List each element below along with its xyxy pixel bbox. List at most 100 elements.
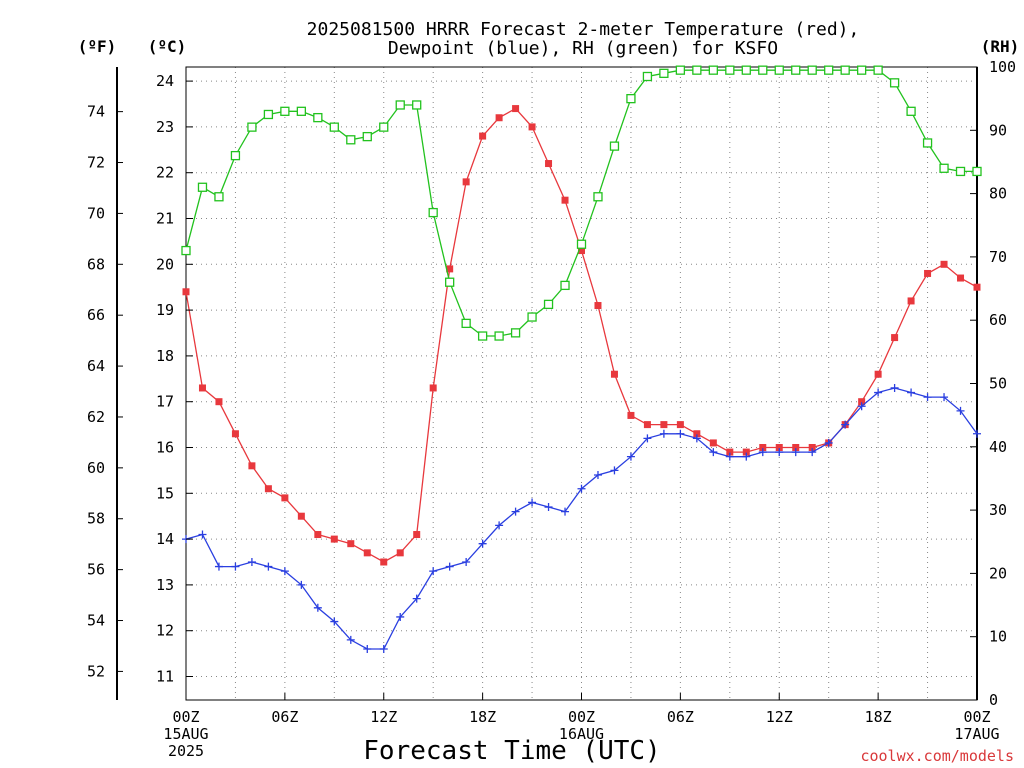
- dewpoint-point: [857, 402, 866, 411]
- dewpoint-point: [363, 645, 372, 654]
- temperature-point: [479, 132, 487, 140]
- plot-frame: [185, 66, 978, 701]
- dewpoint-point: [676, 429, 685, 438]
- rh-tick-label: 80: [989, 185, 1007, 203]
- dewpoint-point: [214, 562, 223, 571]
- rh-point: [477, 331, 488, 341]
- rh-point: [560, 280, 570, 291]
- fahrenheit-tick-label: 70: [87, 204, 105, 222]
- temperature-point: [693, 430, 701, 438]
- temperature-point: [742, 448, 750, 456]
- fahrenheit-tick-label: 54: [87, 612, 105, 630]
- rh-point: [774, 65, 784, 75]
- temperature-point: [726, 448, 734, 456]
- temperature-point: [759, 444, 767, 451]
- dewpoint-point: [973, 429, 981, 438]
- rh-axis-label: (RH): [981, 37, 1020, 56]
- temperature-point: [462, 178, 470, 186]
- rh-point: [692, 65, 702, 75]
- x-axis-title: Forecast Time (UTC): [363, 736, 660, 766]
- rh-point: [445, 277, 455, 287]
- x-tick-label: 00Z: [172, 708, 199, 726]
- rh-point: [329, 122, 339, 132]
- dewpoint-point: [824, 438, 833, 447]
- temperature-point: [561, 196, 569, 204]
- rh-tick-label: 70: [989, 248, 1007, 266]
- rh-tick-label: 0: [989, 691, 998, 709]
- dewpoint-point: [297, 580, 306, 589]
- celsius-tick-label: 15: [156, 484, 174, 502]
- dewpoint-point: [923, 393, 932, 402]
- rh-point: [955, 166, 966, 177]
- dewpoint-point: [890, 383, 899, 392]
- rh-point: [642, 71, 653, 82]
- rh-point: [741, 65, 751, 75]
- rh-point: [791, 65, 801, 75]
- temperature-point: [231, 430, 239, 438]
- temperature-point: [891, 334, 899, 342]
- temperature-point: [330, 535, 338, 543]
- chart-title-line1: 2025081500 HRRR Forecast 2-meter Tempera…: [307, 19, 860, 40]
- temperature-point: [874, 370, 882, 378]
- rh-point: [230, 150, 241, 161]
- temperature-point: [924, 269, 932, 277]
- dewpoint-point: [709, 448, 718, 457]
- rh-point: [527, 312, 537, 322]
- rh-point: [395, 100, 405, 110]
- x-tick-label: 18Z: [865, 708, 892, 726]
- dewpoint-point: [330, 617, 339, 626]
- rh-point: [428, 207, 438, 218]
- fahrenheit-tick-label: 56: [87, 561, 105, 579]
- dewpoint-point: [280, 567, 289, 576]
- dewpoint-point: [247, 558, 256, 566]
- fahrenheit-tick-label: 72: [87, 154, 105, 172]
- temperature-point: [957, 274, 965, 282]
- rh-point: [675, 65, 686, 75]
- temperature-point: [528, 123, 536, 131]
- rh-point: [824, 65, 834, 75]
- rh-point: [593, 192, 603, 202]
- dewpoint-point: [396, 612, 405, 621]
- rh-point: [576, 239, 587, 249]
- dewpoint-point: [907, 388, 916, 397]
- dewpoint-point: [775, 448, 784, 457]
- fahrenheit-tick-label: 66: [87, 306, 105, 324]
- dewpoint-point: [495, 521, 504, 530]
- fahrenheit-tick-label: 60: [87, 459, 105, 477]
- rh-tick-label: 20: [989, 564, 1007, 582]
- rh-point: [263, 109, 274, 120]
- dewpoint-point: [841, 420, 850, 429]
- rh-tick-label: 90: [989, 121, 1007, 139]
- temperature-point: [643, 421, 651, 429]
- rh-point: [972, 166, 982, 177]
- dewpoint-point: [478, 539, 487, 548]
- rh-point: [296, 106, 307, 116]
- dewpoint-point: [346, 635, 355, 644]
- celsius-tick-label: 19: [156, 301, 174, 319]
- temperature-point: [396, 549, 404, 557]
- temperature-point: [545, 160, 553, 168]
- fahrenheit-tick-label: 68: [87, 255, 105, 273]
- x-tick-label: 00Z: [963, 708, 990, 726]
- dewpoint-point: [462, 558, 471, 566]
- rh-point: [626, 94, 636, 104]
- temperature-point: [610, 370, 618, 378]
- dewpoint-point: [659, 429, 668, 438]
- credit-text: coolwx.com/models: [860, 747, 1014, 765]
- temperature-point: [792, 444, 800, 451]
- rh-tick-label: 10: [989, 628, 1007, 646]
- rh-point: [922, 138, 933, 148]
- celsius-tick-label: 16: [156, 439, 174, 457]
- x-tick-label: 12Z: [370, 708, 397, 726]
- dewpoint-point: [593, 470, 602, 479]
- rh-point: [494, 331, 504, 341]
- rh-point: [659, 68, 669, 78]
- temperature-point: [281, 494, 289, 502]
- rh-point: [856, 65, 867, 75]
- temperature-point: [907, 297, 915, 305]
- grid-lines: [186, 67, 977, 700]
- rh-tick-label: 40: [989, 438, 1007, 456]
- rh-point: [247, 122, 257, 132]
- celsius-tick-label: 22: [156, 164, 174, 182]
- dewpoint-point: [412, 594, 421, 603]
